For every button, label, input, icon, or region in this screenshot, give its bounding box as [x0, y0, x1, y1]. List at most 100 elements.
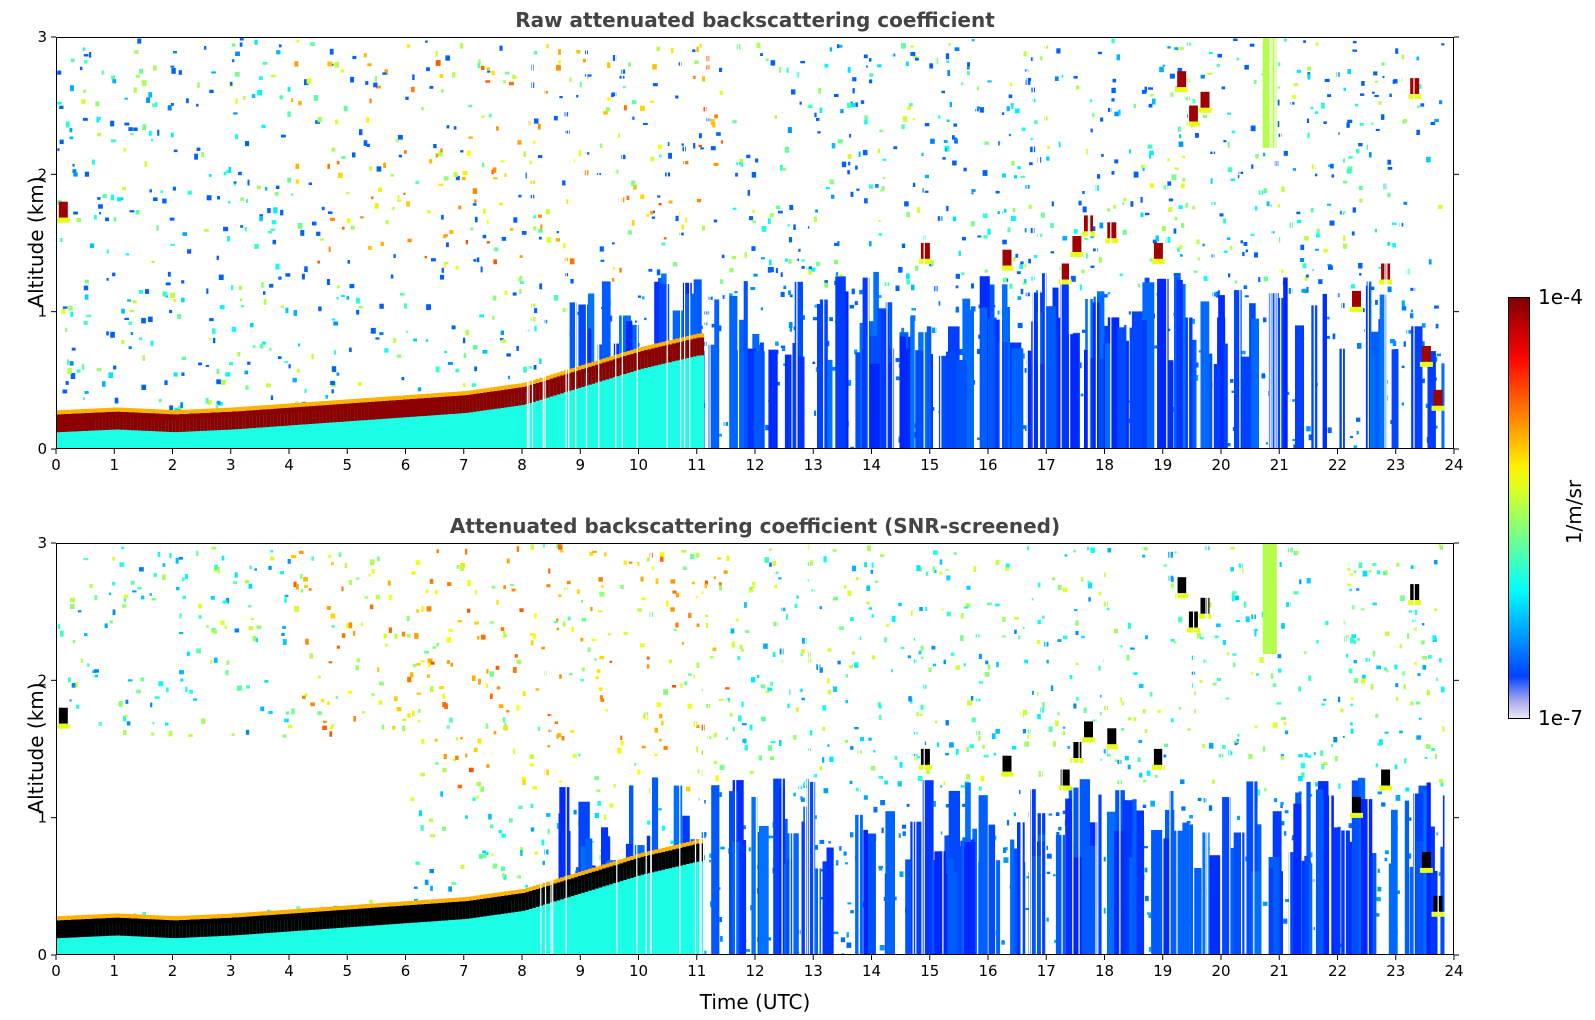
data-gap: [705, 38, 707, 448]
noise-cell: [1140, 212, 1144, 218]
bl-edge: [189, 409, 194, 414]
noise-cell: [1124, 755, 1129, 761]
noise-cell: [1200, 637, 1204, 640]
cloud-patch: [1107, 222, 1117, 239]
noise-cell: [117, 197, 122, 202]
noise-cell: [154, 696, 160, 699]
bl-edge: [78, 915, 82, 920]
noise-cell: [435, 153, 439, 158]
noise-cell: [267, 208, 271, 214]
noise-cell: [955, 285, 959, 289]
panel-2-ylabel: Altitude (km): [24, 682, 48, 814]
noise-cell: [1086, 253, 1090, 259]
noise-cell: [1395, 795, 1401, 801]
noise-cell: [169, 309, 173, 314]
bl-base: [235, 922, 240, 954]
noise-cell: [787, 703, 791, 709]
noise-cell: [713, 760, 718, 765]
noise-cell: [544, 849, 549, 855]
noise-cell: [68, 677, 71, 683]
noise-cell: [512, 74, 516, 80]
noise-cell: [719, 764, 725, 770]
noise-cell: [1030, 598, 1034, 601]
bl-top: [486, 391, 491, 410]
panel-2-heatmap[interactable]: [56, 543, 1454, 955]
noise-cell: [1301, 772, 1305, 778]
noise-cell: [1033, 255, 1038, 259]
noise-cell: [870, 569, 874, 574]
bl-top: [521, 893, 526, 911]
bl-top: [504, 389, 509, 408]
bl-edge: [560, 371, 565, 376]
data-gap: [737, 38, 740, 448]
noise-cell: [587, 647, 591, 653]
noise-cell: [917, 775, 923, 781]
noise-cell: [179, 670, 184, 675]
bl-base: [298, 918, 303, 954]
noise-cell: [173, 51, 177, 54]
bl-base: [385, 406, 390, 448]
bl-edge: [521, 382, 526, 387]
noise-cell: [282, 734, 287, 738]
noise-cell: [352, 631, 356, 636]
noise-cell: [644, 317, 647, 321]
noise-cell: [1253, 79, 1257, 84]
noise-cell: [1375, 763, 1378, 768]
noise-cell: [744, 602, 747, 608]
noise-cell: [1350, 573, 1353, 576]
noise-cell: [1170, 583, 1174, 588]
noise-cell: [146, 97, 151, 103]
noise-cell: [851, 103, 856, 108]
noise-cell: [850, 832, 854, 838]
noise-cell: [562, 307, 568, 312]
bl-edge: [357, 904, 362, 909]
noise-cell: [1142, 709, 1146, 714]
bl-base: [389, 405, 393, 448]
bl-base: [228, 417, 233, 448]
noise-cell: [942, 781, 946, 786]
noise-cell: [106, 278, 109, 281]
noise-cell: [537, 726, 542, 731]
noise-cell: [206, 288, 209, 294]
noise-cell: [218, 274, 224, 280]
bl-top: [626, 861, 631, 879]
noise-cell: [952, 160, 957, 166]
aerosol-column: [1106, 811, 1119, 954]
bl-edge: [224, 407, 229, 412]
data-gap: [1291, 38, 1293, 448]
noise-cell: [1163, 564, 1168, 567]
noise-cell: [77, 610, 82, 613]
data-gap: [805, 38, 807, 448]
bl-edge: [319, 907, 324, 912]
noise-cell: [1228, 751, 1233, 755]
noise-cell: [741, 648, 744, 652]
noise-cell: [1178, 205, 1183, 210]
bl-edge: [221, 407, 226, 412]
bl-top: [207, 918, 212, 937]
noise-cell: [156, 225, 159, 231]
bl-edge: [214, 408, 219, 413]
noise-cell: [659, 738, 662, 742]
noise-cell: [628, 230, 632, 235]
noise-cell: [519, 280, 525, 284]
noise-cell: [570, 730, 575, 733]
noise-cell: [72, 639, 76, 644]
noise-cell: [336, 645, 340, 649]
panel-1-heatmap[interactable]: [56, 37, 1454, 449]
noise-cell: [70, 85, 75, 92]
noise-cell: [384, 69, 388, 75]
noise-cell: [86, 314, 92, 318]
noise-cell: [1438, 205, 1443, 209]
aerosol-column: [1229, 847, 1235, 954]
noise-cell: [1051, 201, 1054, 207]
noise-cell: [966, 585, 971, 590]
data-gap: [1187, 38, 1190, 448]
noise-cell: [162, 291, 168, 297]
noise-cell: [406, 44, 411, 48]
data-gap: [616, 544, 618, 954]
bl-top: [252, 916, 257, 934]
noise-cell: [278, 356, 282, 360]
noise-cell: [700, 147, 704, 150]
noise-cell: [854, 349, 858, 355]
bl-base: [431, 908, 435, 954]
